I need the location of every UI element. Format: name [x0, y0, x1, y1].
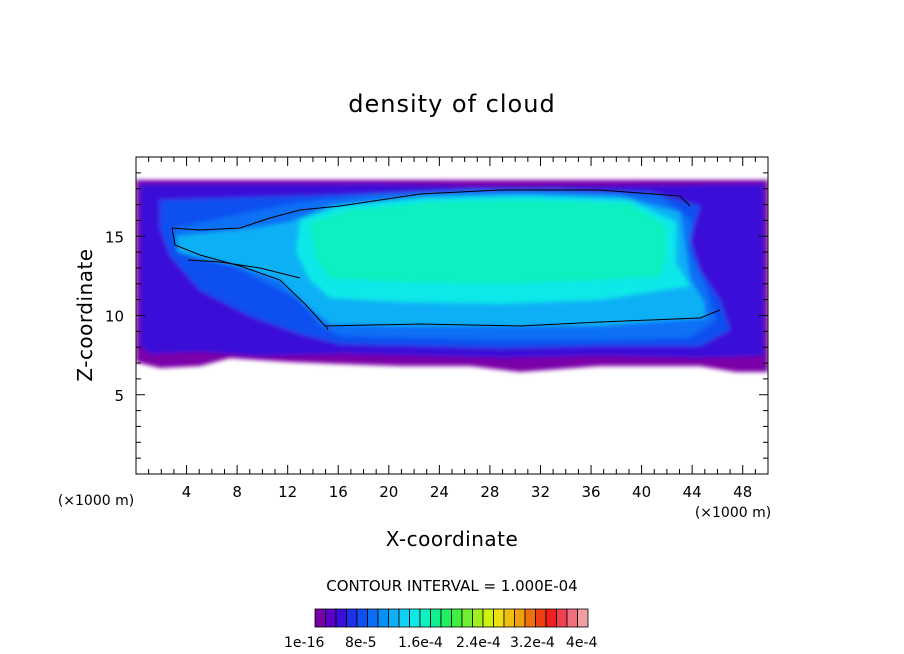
colorbar-swatch — [314, 608, 326, 628]
colorbar-swatch — [440, 608, 452, 628]
colorbar-swatch — [325, 608, 337, 628]
contour-line-inner — [187, 259, 301, 279]
colorbar-labels: 1e-16 8e-5 1.6e-4 2.4e-4 3.2e-4 4e-4 — [284, 635, 598, 651]
x-tick-label: 4 — [182, 483, 192, 501]
x-tick-label: 28 — [480, 483, 499, 501]
x-tick-label: 12 — [278, 483, 297, 501]
colorbar-swatch — [556, 608, 568, 628]
colorbar-label: 3.2e-4 — [510, 635, 555, 651]
y-tick-label: 10 — [105, 308, 124, 326]
x-tick-label: 32 — [531, 483, 550, 501]
colorbar-swatch — [514, 608, 526, 628]
contour-line-outer — [171, 227, 721, 331]
x-tick-label: 20 — [379, 483, 398, 501]
colorbar-label: 4e-4 — [566, 635, 598, 651]
colorbar-swatch — [377, 608, 389, 628]
colorbar-swatch — [367, 608, 379, 628]
x-tick-label: 48 — [733, 483, 752, 501]
colorbar-swatch — [472, 608, 484, 628]
x-tick-label: 36 — [581, 483, 600, 501]
colorbar-swatch — [346, 608, 358, 628]
colorbar-swatch — [503, 608, 515, 628]
chart-title: density of cloud — [348, 90, 555, 118]
band-level-10 — [310, 200, 666, 284]
cloud-density-field — [136, 180, 768, 372]
x-tick-label: 24 — [430, 483, 449, 501]
x-tick-label: 40 — [632, 483, 651, 501]
colorbar-swatch — [524, 608, 536, 628]
y-tick-label: 5 — [114, 387, 124, 405]
colorbar-label: 2.4e-4 — [456, 635, 501, 651]
colorbar-label: 1e-16 — [284, 635, 324, 651]
colorbar-swatch — [545, 608, 557, 628]
colorbar-swatch — [409, 608, 421, 628]
colorbar-swatch — [461, 608, 473, 628]
x-axis-ticks: 4 8 12 16 20 24 28 32 36 40 44 48 — [148, 157, 756, 501]
x-unit-label-right: (×1000 m) — [695, 505, 771, 521]
colorbar-swatch — [577, 608, 589, 628]
colorbar-swatch — [451, 608, 463, 628]
colorbar-label: 8e-5 — [345, 635, 376, 651]
colorbar-swatch — [388, 608, 400, 628]
x-tick-label: 16 — [329, 483, 348, 501]
colorbar-swatch — [356, 608, 368, 628]
colorbar — [314, 608, 589, 628]
x-unit-label-left: (×1000 m) — [58, 493, 134, 509]
colorbar-swatch — [535, 608, 547, 628]
colorbar-swatch — [398, 608, 410, 628]
x-tick-label: 8 — [232, 483, 242, 501]
colorbar-swatch — [482, 608, 494, 628]
colorbar-swatch — [493, 608, 505, 628]
colorbar-swatch — [430, 608, 442, 628]
y-axis-label: Z-coordinate — [73, 248, 97, 381]
y-axis-ticks: 5 10 15 — [105, 172, 768, 459]
colorbar-swatch — [566, 608, 578, 628]
x-axis-label: X-coordinate — [386, 527, 519, 551]
colorbar-swatch — [335, 608, 347, 628]
contour-interval-text: CONTOUR INTERVAL = 1.000E-04 — [326, 577, 577, 595]
colorbar-label: 1.6e-4 — [398, 635, 443, 651]
colorbar-swatch — [419, 608, 431, 628]
y-tick-label: 15 — [105, 228, 124, 246]
x-tick-label: 44 — [683, 483, 702, 501]
contour-line-top — [171, 189, 691, 231]
